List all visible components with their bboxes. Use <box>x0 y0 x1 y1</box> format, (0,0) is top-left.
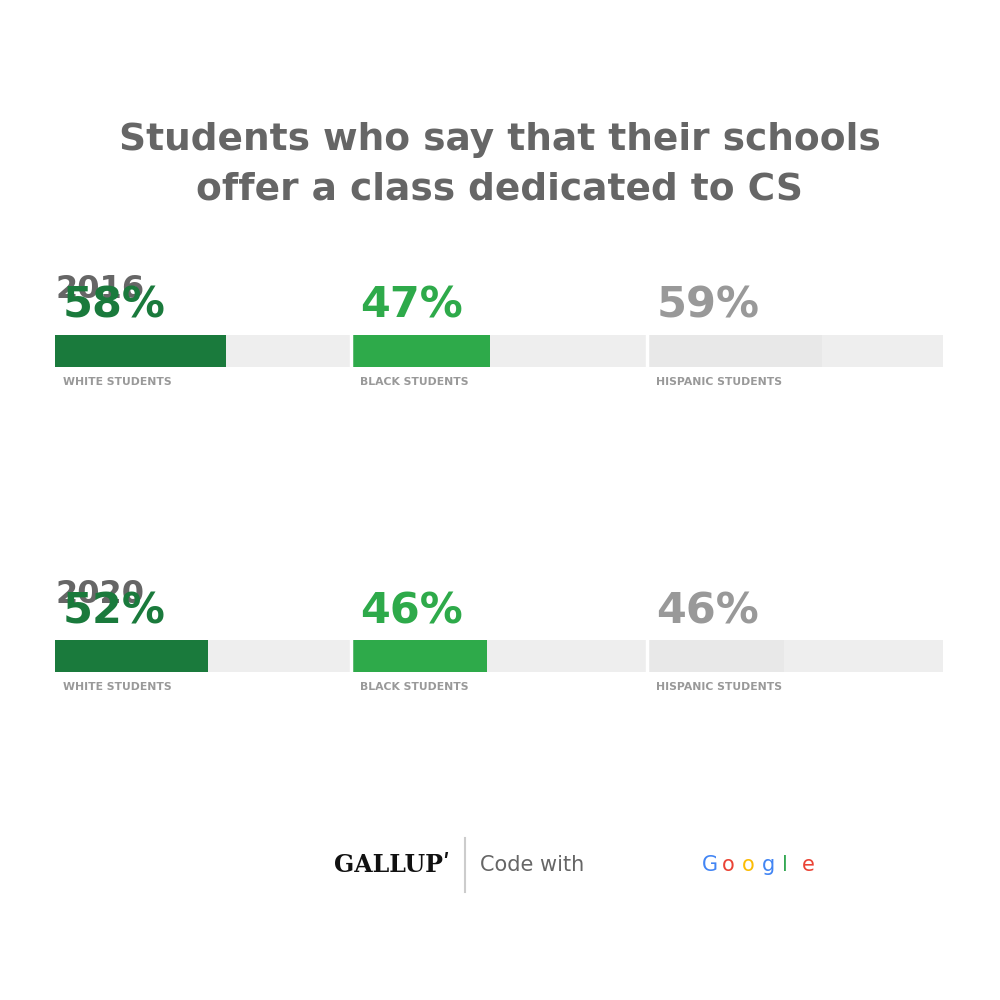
Text: o: o <box>722 855 735 875</box>
Text: l: l <box>782 855 788 875</box>
Bar <box>352 640 646 672</box>
Text: offer a class dedicated to CS: offer a class dedicated to CS <box>196 172 804 208</box>
Text: e: e <box>802 855 815 875</box>
Text: WHITE STUDENTS: WHITE STUDENTS <box>63 682 172 692</box>
Bar <box>55 335 226 367</box>
Bar <box>352 335 490 367</box>
Text: g: g <box>762 855 775 875</box>
Bar <box>55 640 208 672</box>
Bar <box>648 335 822 367</box>
Text: 47%: 47% <box>360 285 462 327</box>
Text: 59%: 59% <box>656 285 759 327</box>
Text: BLACK STUDENTS: BLACK STUDENTS <box>360 377 468 387</box>
Bar <box>648 335 943 367</box>
Bar <box>55 640 350 672</box>
Bar <box>55 335 350 367</box>
Text: BLACK STUDENTS: BLACK STUDENTS <box>360 682 468 692</box>
Text: 46%: 46% <box>360 590 462 632</box>
Text: GALLUPʹ: GALLUPʹ <box>334 853 450 877</box>
Text: 46%: 46% <box>656 590 759 632</box>
Text: G: G <box>702 855 718 875</box>
Text: Students who say that their schools: Students who say that their schools <box>119 122 881 158</box>
Bar <box>352 335 646 367</box>
Text: Code with: Code with <box>480 855 591 875</box>
Text: 2016: 2016 <box>55 274 144 305</box>
Text: WHITE STUDENTS: WHITE STUDENTS <box>63 377 172 387</box>
Text: o: o <box>742 855 755 875</box>
Text: 58%: 58% <box>63 285 166 327</box>
Bar <box>648 640 943 672</box>
Bar <box>648 640 784 672</box>
Text: 2020: 2020 <box>55 579 144 610</box>
Bar <box>352 640 487 672</box>
Text: HISPANIC STUDENTS: HISPANIC STUDENTS <box>656 377 782 387</box>
Text: HISPANIC STUDENTS: HISPANIC STUDENTS <box>656 682 782 692</box>
Text: 52%: 52% <box>63 590 166 632</box>
